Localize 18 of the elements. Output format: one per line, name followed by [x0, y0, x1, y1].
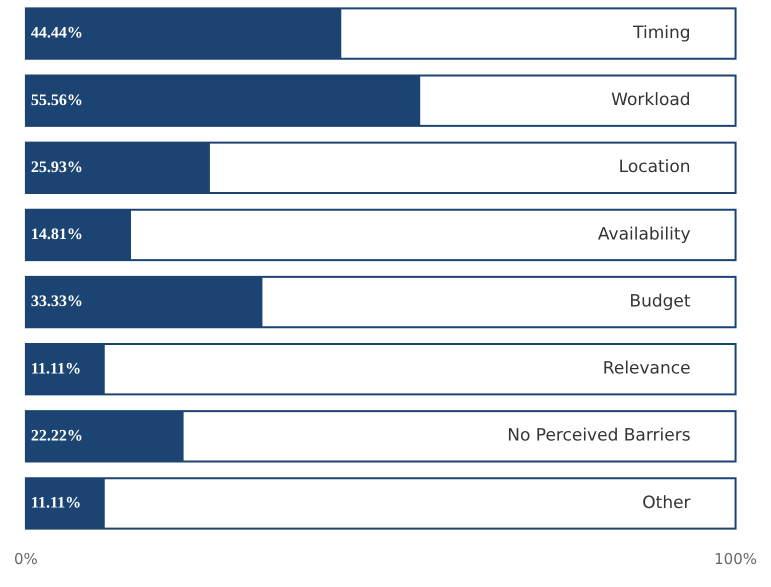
y-tick-label: Other [642, 492, 691, 513]
y-tick-label: Timing [632, 22, 691, 43]
y-tick-label: No Perceived Barriers [507, 426, 691, 446]
data-label: 11.11% [30, 360, 82, 378]
x-tick-label: 0% [14, 550, 38, 568]
y-tick-label: Relevance [602, 358, 691, 379]
data-label: 55.56% [30, 92, 83, 109]
y-tick-label: Location [618, 157, 691, 178]
data-label: 22.22% [30, 427, 83, 444]
data-label: 25.93% [30, 158, 83, 176]
data-label: 11.11% [30, 494, 82, 512]
y-tick-label: Availability [598, 224, 691, 244]
data-label: 33.33% [30, 293, 83, 310]
data-label: 14.81% [30, 226, 83, 244]
y-tick-label: Workload [611, 90, 691, 110]
data-label: 44.44% [30, 24, 83, 42]
y-tick-label: Budget [629, 291, 691, 312]
x-tick-label: 100% [714, 550, 758, 568]
